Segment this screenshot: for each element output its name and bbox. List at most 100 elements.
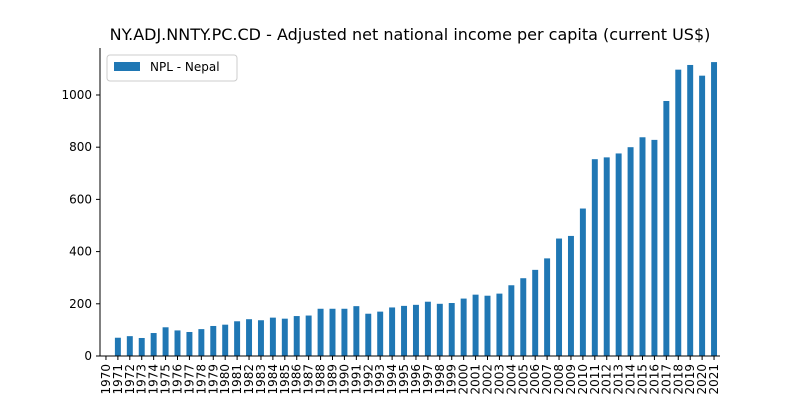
bar-1986 [293, 316, 300, 356]
x-tick-label: 2011 [588, 364, 602, 395]
x-tick-label: 1991 [349, 364, 363, 395]
x-tick-label: 2001 [469, 364, 483, 395]
bar-1980 [222, 324, 229, 356]
bar-2006 [532, 269, 539, 356]
y-tick-label: 600 [69, 192, 92, 206]
bar-2007 [544, 258, 551, 356]
x-tick-label: 1974 [147, 364, 161, 395]
bar-2019 [687, 64, 694, 356]
bar-1975 [162, 327, 169, 356]
x-tick-label: 1977 [182, 364, 196, 395]
y-tick-label: 0 [84, 349, 92, 363]
bar-1988 [317, 308, 324, 356]
x-tick-label: 2012 [600, 364, 614, 395]
bar-2004 [508, 285, 515, 356]
x-tick-label: 2010 [576, 364, 590, 395]
bar-1983 [257, 320, 264, 356]
bar-1996 [412, 304, 419, 356]
bar-2003 [496, 293, 503, 356]
bar-1987 [305, 315, 312, 356]
x-tick-label: 1990 [337, 364, 351, 395]
x-axis: 1970197119721973197419751976197719781979… [99, 355, 721, 395]
legend-swatch [114, 62, 140, 71]
bar-1992 [365, 313, 372, 356]
x-tick-label: 2020 [695, 364, 709, 395]
bar-1991 [353, 306, 360, 356]
x-tick-label: 1988 [314, 364, 328, 395]
bar-1998 [436, 303, 443, 356]
x-tick-label: 1982 [242, 364, 256, 395]
legend: NPL - Nepal [106, 54, 238, 82]
x-tick-label: 1995 [397, 364, 411, 395]
x-tick-label: 1979 [206, 364, 220, 395]
bar-1989 [329, 308, 336, 356]
x-tick-label: 1976 [171, 364, 185, 395]
bar-2010 [579, 208, 586, 356]
bar-1971 [114, 337, 121, 356]
y-tick-label: 1000 [61, 88, 92, 102]
x-tick-label: 2016 [647, 364, 661, 395]
bar-2015 [639, 137, 646, 356]
bar-1999 [448, 303, 455, 356]
x-tick-label: 1997 [421, 364, 435, 395]
x-tick-label: 2018 [671, 364, 685, 395]
x-tick-label: 2000 [457, 364, 471, 395]
x-tick-label: 2009 [564, 364, 578, 395]
x-tick-label: 2003 [492, 364, 506, 395]
x-tick-label: 1972 [123, 364, 137, 395]
bar-1990 [341, 308, 348, 356]
x-tick-label: 1996 [409, 364, 423, 395]
bar-1974 [150, 333, 157, 356]
legend-label: NPL - Nepal [150, 60, 220, 74]
x-tick-label: 1987 [302, 364, 316, 395]
x-tick-label: 2019 [683, 364, 697, 395]
bar-2009 [567, 235, 574, 356]
x-tick-label: 2002 [481, 364, 495, 395]
x-tick-label: 1985 [278, 364, 292, 395]
bar-2001 [472, 294, 479, 356]
x-tick-label: 1975 [159, 364, 173, 395]
bar-2012 [603, 157, 610, 356]
x-tick-label: 2007 [540, 364, 554, 395]
bar-1976 [174, 330, 181, 356]
bar-1973 [138, 337, 145, 356]
bar-1979 [210, 325, 217, 356]
bar-1995 [401, 305, 408, 356]
x-tick-label: 1978 [194, 364, 208, 395]
x-tick-label: 1993 [373, 364, 387, 395]
x-tick-label: 2021 [707, 364, 721, 395]
bar-2018 [675, 69, 682, 356]
x-tick-label: 1973 [135, 364, 149, 395]
x-tick-label: 1989 [326, 364, 340, 395]
bar-1981 [234, 321, 241, 356]
x-tick-label: 1970 [99, 364, 113, 395]
x-tick-label: 1986 [290, 364, 304, 395]
y-tick-label: 200 [69, 297, 92, 311]
bar-1984 [269, 317, 276, 356]
x-tick-label: 2017 [659, 364, 673, 395]
x-tick-label: 2004 [504, 364, 518, 395]
bar-2000 [460, 298, 467, 356]
x-tick-label: 2006 [528, 364, 542, 395]
y-tick-label: 800 [69, 140, 92, 154]
bar-2011 [591, 159, 598, 356]
x-tick-label: 2014 [624, 364, 638, 395]
legend-box [106, 54, 238, 82]
bar-2013 [615, 153, 622, 356]
bar-1994 [389, 307, 396, 356]
x-tick-label: 1992 [361, 364, 375, 395]
bar-2002 [484, 295, 491, 356]
x-tick-label: 1983 [254, 364, 268, 395]
x-tick-label: 2013 [612, 364, 626, 395]
bar-2008 [556, 238, 563, 356]
bar-1977 [186, 331, 193, 356]
bar-1978 [198, 329, 205, 356]
x-tick-label: 2005 [516, 364, 530, 395]
x-tick-label: 1999 [445, 364, 459, 395]
bar-2005 [520, 278, 527, 356]
bar-1997 [424, 301, 431, 356]
x-tick-label: 1994 [385, 364, 399, 395]
x-tick-label: 2015 [636, 364, 650, 395]
bar-2016 [651, 139, 658, 356]
